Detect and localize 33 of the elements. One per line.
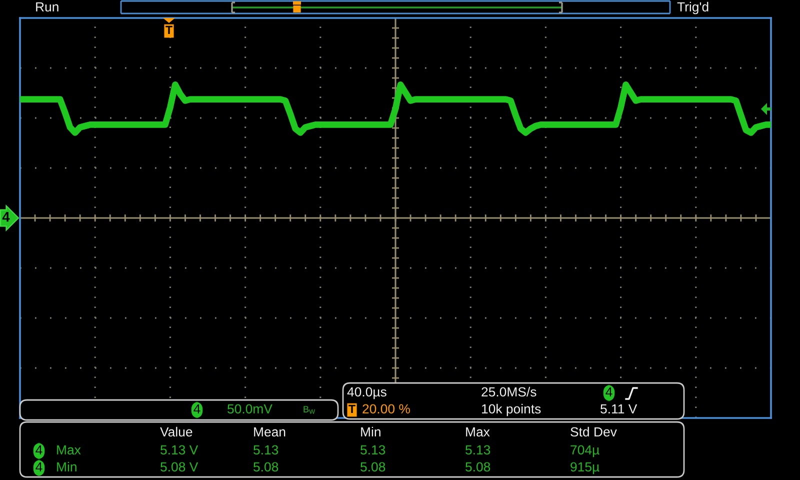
text: 5.13 xyxy=(254,445,278,455)
text: 5.08 V xyxy=(160,462,198,472)
text: 4 xyxy=(36,445,42,454)
text: 4 xyxy=(2,212,10,222)
text: 4 xyxy=(36,462,42,472)
text: Max xyxy=(466,427,490,437)
text: 10k points xyxy=(482,404,541,416)
text: 5.08 xyxy=(254,462,278,472)
text: Min xyxy=(57,462,76,472)
text: Mean xyxy=(254,427,286,437)
text: 5.13 V xyxy=(160,445,198,455)
text: T xyxy=(348,404,356,414)
text: Run xyxy=(36,2,58,12)
text: 5.08 xyxy=(466,462,490,472)
text: Std Dev xyxy=(570,426,617,437)
text: B$_{W}$ xyxy=(304,406,316,414)
text: T xyxy=(166,26,172,34)
text: Trig'd xyxy=(677,2,708,14)
text: Value xyxy=(160,426,192,437)
text: 915µ xyxy=(570,462,600,474)
text: 4 xyxy=(194,404,200,414)
text: 4 xyxy=(606,387,612,396)
text: 704µ xyxy=(570,445,600,458)
text: 5.08 xyxy=(360,462,386,472)
text: 5.13 xyxy=(360,445,386,455)
text: 5.11 V xyxy=(600,404,638,414)
text: 50.0mV xyxy=(228,404,272,414)
text: Max xyxy=(57,445,81,455)
text: 40.0µs xyxy=(347,387,386,400)
text: 25.0MS/s xyxy=(482,386,536,397)
text: 5.13 xyxy=(466,445,490,455)
text: 20.00 % xyxy=(362,404,410,414)
text: Min xyxy=(361,426,380,436)
